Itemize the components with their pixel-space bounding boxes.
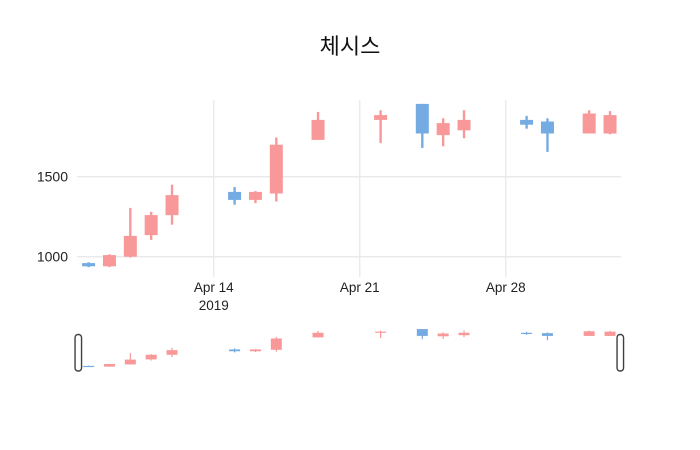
rangeslider-candle-body [270,338,282,350]
y-axis-tick-label: 1000 [37,249,68,265]
main-plot-area[interactable] [77,100,621,277]
rangeslider-candle-body [229,349,241,352]
candle-body [144,215,158,236]
x-axis-tick-label: Apr 14 [194,280,234,295]
rangeslider-candle-body [583,331,595,336]
rangeslider-candle-body [145,354,157,360]
candle-body [582,113,596,134]
candle-body [520,119,534,125]
x-axis-tick-year-label: 2019 [199,298,229,313]
rangeslider-candle-body [249,349,261,352]
candle-body [228,191,242,200]
candle-body [102,255,116,267]
rangeslider-candle-body [375,331,387,333]
candle-body [269,144,283,194]
rangeslider-right-handle[interactable] [616,333,625,372]
rangeslider-candle-body [416,329,428,336]
candle-body [165,195,179,216]
x-axis-tick-label: Apr 28 [486,280,526,295]
chart-title: 체시스 [319,34,381,59]
rangeslider-candle-body [604,331,616,336]
candle-body [82,263,96,267]
y-axis-tick-label: 1500 [37,169,68,185]
candle-body [374,115,388,120]
rangeslider-candle-body [437,333,449,337]
rangeslider-candle-body [541,333,553,336]
candle-body [436,123,450,136]
candle-body [603,115,617,134]
rangeslider-candle-body [166,350,178,355]
candle-body [248,191,262,200]
rangeslider-candle-body [103,364,115,367]
rangeslider-candle-body [124,359,136,365]
candle-body [457,119,471,131]
candle-body [415,103,429,134]
candle-body [540,121,554,134]
candle-body [123,235,137,257]
rangeslider-track[interactable] [75,329,623,375]
rangeslider-candle-body [312,332,324,338]
rangeslider-candle-body [458,332,470,336]
rangeslider-left-handle[interactable] [74,333,83,372]
candle-body [311,119,325,140]
rangeslider-candle-body [83,365,95,368]
rangeslider-candle-body [521,332,533,334]
x-axis-tick-label: Apr 21 [340,280,380,295]
